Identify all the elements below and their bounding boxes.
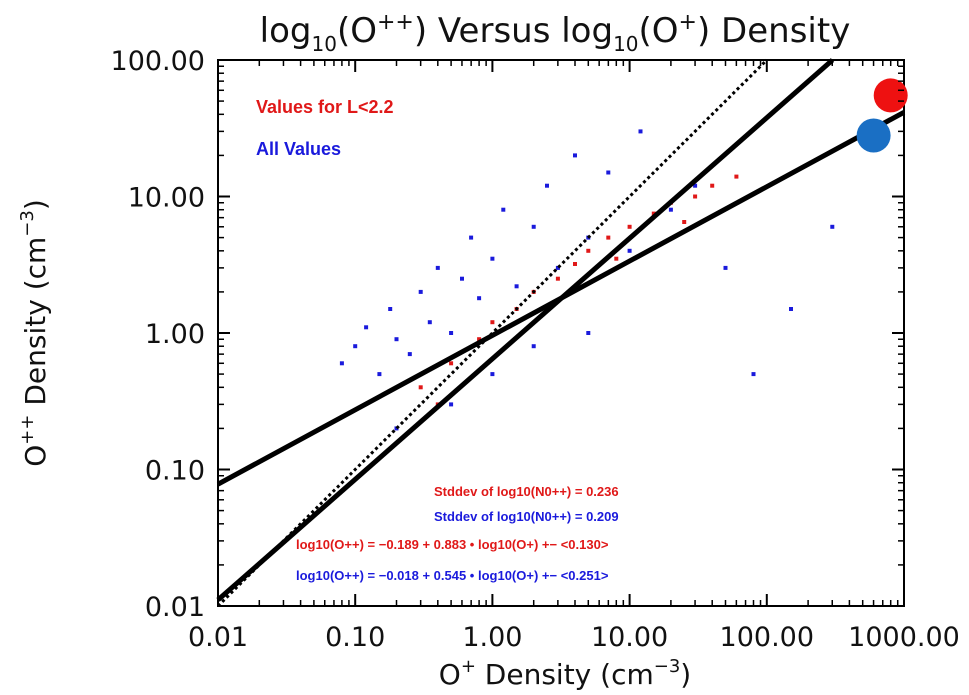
data-point-all-30 — [830, 224, 835, 229]
legend-red: Values for L<2.2 — [256, 97, 394, 117]
data-point-all-15 — [501, 207, 506, 212]
highlight-marker-0 — [873, 78, 908, 113]
chart-title: log10(O++) Versus log10(O+) Density — [260, 10, 851, 56]
x-tick-label: 1.00 — [462, 622, 522, 653]
data-point-all-35 — [586, 331, 591, 335]
data-point-all-23 — [627, 248, 632, 253]
data-point-all-6 — [407, 352, 412, 357]
data-point-all-10 — [449, 331, 454, 335]
data-point-all-24 — [638, 129, 643, 134]
highlight-marker-1 — [856, 118, 891, 153]
data-point-all-14 — [490, 256, 495, 261]
data-point-l22-13 — [693, 194, 698, 199]
scatter-points — [339, 129, 835, 431]
y-tick-label: 0.01 — [145, 592, 205, 623]
data-point-l22-18 — [614, 256, 619, 261]
data-point-all-33 — [490, 372, 495, 377]
data-point-all-11 — [460, 276, 464, 281]
y-axis-label: O++ Density (cm−3) — [17, 199, 52, 467]
data-point-all-28 — [751, 372, 756, 377]
data-point-all-31 — [394, 426, 399, 431]
data-point-l22-1 — [449, 361, 454, 366]
data-point-l22-9 — [606, 235, 611, 240]
data-point-all-4 — [388, 307, 393, 311]
x-tick-label: 10.00 — [591, 622, 668, 653]
data-point-all-27 — [723, 265, 728, 270]
data-point-all-13 — [477, 296, 482, 301]
annotation-fit-blue: log10(O++) = −0.018 + 0.545 • log10(O+) … — [296, 568, 609, 583]
annotation-fit-red: log10(O++) = −0.189 + 0.883 • log10(O+) … — [296, 537, 609, 552]
data-point-all-22 — [606, 170, 611, 175]
data-point-all-3 — [377, 372, 382, 377]
x-tick-label: 100.00 — [720, 622, 814, 653]
data-point-all-20 — [573, 153, 577, 158]
data-point-all-25 — [668, 207, 673, 212]
fit-line-steep — [216, 58, 835, 602]
y-tick-label: 10.00 — [128, 183, 205, 214]
y-tick-label: 100.00 — [111, 46, 205, 77]
data-point-all-12 — [469, 235, 474, 240]
data-point-l22-11 — [651, 211, 656, 216]
y-tick-label: 1.00 — [145, 319, 205, 350]
data-point-l22-10 — [627, 224, 632, 229]
x-tick-label: 1000.00 — [848, 622, 960, 653]
data-point-all-1 — [353, 344, 358, 349]
fit-lines — [216, 58, 906, 608]
data-point-all-18 — [545, 183, 549, 188]
x-tick-label: 0.10 — [325, 622, 385, 653]
data-point-l22-3 — [490, 320, 495, 325]
data-point-all-2 — [364, 325, 369, 330]
fit-line-shallow — [216, 110, 906, 487]
x-axis-label: O+ Density (cm−3) — [439, 656, 691, 691]
data-point-l22-8 — [586, 248, 591, 253]
data-point-l22-14 — [710, 183, 715, 188]
data-point-all-29 — [789, 307, 793, 311]
x-tick-label: 0.01 — [188, 622, 248, 653]
y-tick-label: 0.10 — [145, 456, 205, 487]
data-point-l22-19 — [682, 220, 687, 224]
data-point-all-9 — [435, 265, 440, 270]
data-point-all-19 — [555, 265, 560, 270]
legend-blue: All Values — [256, 139, 341, 159]
data-point-l22-2 — [477, 337, 482, 342]
axis-ticks: 0.01 0.10 1.00 10.00 100.00 1000.00 0.01 0.10 1.… — [111, 46, 960, 653]
data-point-all-8 — [427, 320, 432, 325]
data-point-l22-7 — [573, 262, 577, 266]
data-point-l22-15 — [734, 174, 739, 179]
data-point-all-26 — [693, 183, 698, 188]
data-point-all-32 — [449, 402, 454, 407]
data-point-l22-6 — [555, 276, 560, 281]
data-point-all-5 — [394, 337, 399, 342]
highlight-markers — [856, 78, 908, 153]
annotation-stddev-blue: Stddev of log10(N0++) = 0.209 — [434, 509, 619, 524]
data-point-all-34 — [531, 344, 536, 349]
data-point-all-16 — [514, 284, 519, 289]
data-point-all-7 — [418, 289, 423, 294]
data-point-all-17 — [531, 224, 536, 229]
data-point-l22-0 — [418, 385, 423, 390]
data-point-all-0 — [339, 361, 344, 366]
annotation-stddev-red: Stddev of log10(N0++) = 0.236 — [434, 484, 619, 499]
